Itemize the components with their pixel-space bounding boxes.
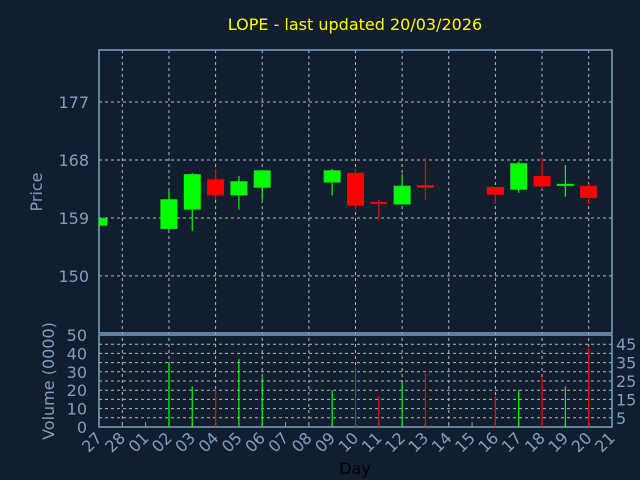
volume-tick-label-right: 25 bbox=[616, 372, 636, 391]
candle-body bbox=[370, 201, 388, 204]
x-axis-label: Day bbox=[339, 459, 371, 478]
candle-body bbox=[253, 170, 271, 188]
y-axis-label: Price bbox=[27, 172, 46, 211]
candle-body bbox=[510, 163, 528, 190]
candle-body bbox=[580, 185, 598, 198]
candle-body bbox=[486, 187, 504, 195]
volume-tick-label: 50 bbox=[67, 326, 87, 345]
price-tick-label: 159 bbox=[58, 209, 89, 228]
candle-body bbox=[160, 199, 178, 229]
candle-body bbox=[347, 172, 364, 206]
price-tick-label: 168 bbox=[58, 151, 89, 170]
price-tick-label: 177 bbox=[58, 93, 89, 112]
volume-tick-label: 30 bbox=[67, 363, 87, 382]
volume-tick-label: 10 bbox=[67, 400, 87, 419]
candle-body bbox=[533, 176, 551, 187]
volume-tick-label-right: 35 bbox=[616, 354, 636, 373]
x-tick-label: 21 bbox=[591, 428, 619, 456]
price-tick-label: 150 bbox=[58, 267, 89, 286]
candle-body bbox=[183, 174, 201, 210]
volume-tick-label: 40 bbox=[67, 344, 87, 363]
volume-tick-label-right: 45 bbox=[616, 335, 636, 354]
candle-body bbox=[393, 185, 411, 205]
candle-body bbox=[556, 183, 574, 186]
candle-body bbox=[207, 179, 225, 196]
volume-axis-label: Volume (0000) bbox=[39, 322, 58, 440]
candle-body bbox=[230, 181, 248, 196]
volume-tick-label-right: 15 bbox=[616, 390, 636, 409]
chart-title: LOPE - last updated 20/03/2026 bbox=[228, 15, 482, 34]
candle-body bbox=[99, 217, 108, 226]
volume-tick-label: 20 bbox=[67, 381, 87, 400]
volume-tick-label: 0 bbox=[77, 418, 87, 437]
volume-tick-label-right: 5 bbox=[616, 409, 626, 428]
candle-body bbox=[416, 185, 434, 188]
candle-body bbox=[323, 170, 341, 183]
price-panel-frame bbox=[98, 49, 613, 334]
